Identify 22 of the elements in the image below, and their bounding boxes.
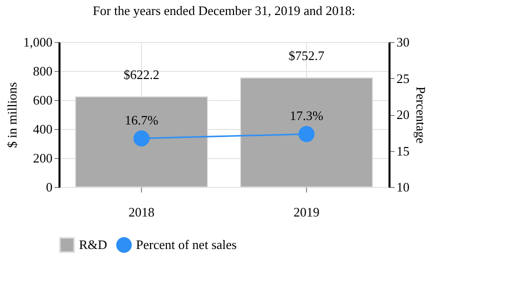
data-label: 17.3% — [290, 108, 324, 124]
x-tick-label: 2018 — [128, 204, 154, 220]
y-tick-label: 800 — [33, 64, 52, 78]
y-tick-label: 0 — [46, 180, 52, 194]
data-label: 16.7% — [124, 112, 158, 128]
y2-tick-label: 15 — [396, 143, 410, 158]
x-tick-label: 2019 — [294, 204, 320, 220]
y2-tick-label: 10 — [396, 180, 410, 194]
data-label: $622.2 — [124, 66, 160, 82]
y-axis-title: $ in millions — [4, 82, 20, 148]
legend-label: Percent of net sales — [136, 237, 237, 252]
y-tick-label: 400 — [33, 122, 52, 136]
y2-tick-label: 20 — [396, 107, 410, 122]
y-tick-label: 200 — [33, 150, 52, 166]
chart-title: For the years ended December 31, 2019 and 2018: — [92, 3, 356, 18]
y-tick-label: 1,000 — [23, 34, 52, 50]
y-tick-label: 600 — [33, 92, 52, 108]
y2-tick-label: 25 — [396, 70, 410, 86]
y2-axis-title: Percentage — [414, 86, 428, 144]
legend-label: R&D — [79, 237, 108, 252]
y2-tick-label: 30 — [396, 34, 410, 50]
data-label: $752.7 — [288, 48, 325, 63]
